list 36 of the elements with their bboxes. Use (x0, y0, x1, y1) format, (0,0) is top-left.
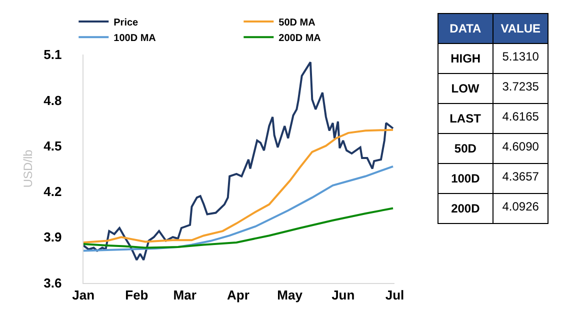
text: 4.6165 (502, 110, 539, 124)
text: 4.6090 (502, 140, 539, 154)
y-tick-label: 3.6 (44, 275, 62, 290)
category-label: 100D (451, 172, 480, 186)
line-series (83, 165, 394, 252)
category-label: LAST (450, 112, 482, 126)
category-label: LOW (451, 82, 480, 96)
x-tick-label: Jan (72, 287, 95, 302)
line-series (83, 207, 394, 249)
x-tick-label: Jun (332, 287, 355, 302)
x-tick-label: Feb (125, 287, 148, 302)
text: 4.3657 (502, 170, 539, 184)
legend-label: Price (114, 17, 139, 28)
legend-label: 100D MA (114, 33, 156, 44)
category-label: 200D (451, 202, 480, 216)
x-tick-label: Mar (173, 287, 196, 302)
x-tick-label: Jul (385, 287, 404, 302)
text: VALUE (500, 22, 540, 36)
y-tick-label: 4.5 (44, 138, 62, 154)
y-tick-label: 5.1 (44, 47, 62, 62)
y-tick-label: 4.8 (44, 92, 62, 108)
legend-label: 200D MA (278, 33, 321, 44)
text: 5.1310 (502, 50, 539, 64)
x-tick-label: Apr (226, 287, 250, 302)
y-axis-title: USD/lb (20, 149, 35, 188)
x-tick-label: May (277, 287, 304, 302)
text: 4.0926 (502, 200, 539, 214)
text: DATA (450, 22, 482, 36)
legend-label: 50D MA (278, 17, 316, 28)
category-label: HIGH (450, 52, 481, 66)
line-series (83, 61, 394, 261)
y-tick-label: 3.9 (44, 230, 62, 245)
y-tick-label: 4.2 (44, 184, 62, 200)
line-series (83, 128, 394, 244)
category-label: 50D (454, 142, 477, 156)
text: 3.7235 (502, 80, 539, 94)
